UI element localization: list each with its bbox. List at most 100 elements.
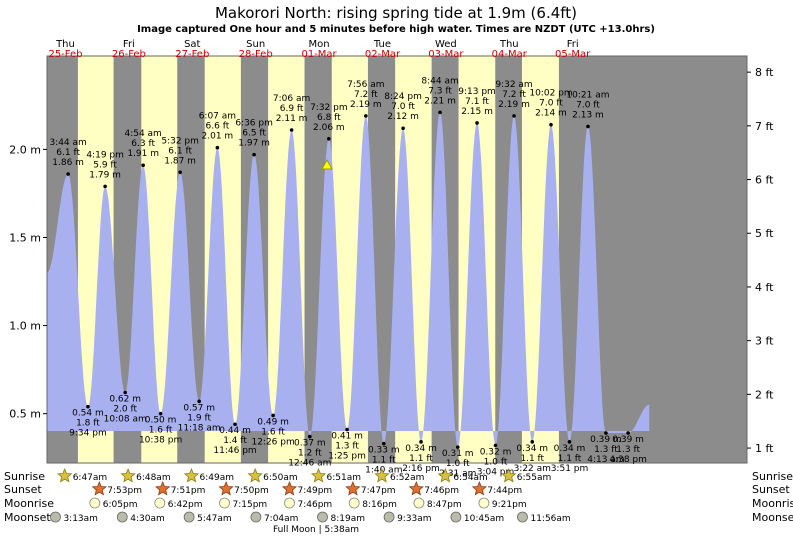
day-headers: Thu25-FebFri26-FebSat27-FebSun28-FebMon0…: [48, 39, 591, 60]
chart-title: Makorori North: rising spring tide at 1.…: [215, 4, 577, 22]
tide-labels: 3:44 am6.1 ft1.86 m0.54 m1.8 ft9:34 pm4:…: [49, 76, 646, 479]
tide-label-28-2: 3:51 pm: [551, 464, 589, 474]
tide-point-19: [401, 126, 405, 131]
moonrise-time-1: 6:05pm: [103, 500, 138, 510]
sunrise-icon-1: [56, 467, 73, 483]
sunrise-icon-2: [120, 467, 136, 483]
tide-label-17-2: 2.19 m: [350, 100, 382, 110]
tide-point-26: [530, 440, 535, 444]
tide-label-18-0: 0.33 m: [368, 446, 400, 456]
tide-label-23-2: 2.15 m: [461, 107, 493, 117]
tide-label-24-0: 0.32 m: [480, 447, 512, 457]
moonrise-icon-7: [478, 497, 490, 509]
sunset-time-4: 7:49pm: [297, 486, 332, 496]
moonset-icon-2: [116, 511, 128, 523]
tide-label-15-0: 7:32 pm: [310, 103, 348, 113]
tide-point-10: [233, 422, 237, 427]
day-date-9: 05-Mar: [555, 49, 591, 60]
moonrise-time-7: 9:21pm: [492, 500, 527, 510]
tide-label-6-0: 0.50 m: [145, 416, 177, 426]
tide-label-23-0: 9:13 pm: [458, 87, 496, 97]
tide-label-26-2: 3:22 am: [514, 464, 551, 474]
sunset-icon-5: [345, 480, 361, 496]
y-right-label-6: 6 ft: [755, 174, 774, 187]
tide-label-5-1: 6.3 ft: [131, 139, 155, 149]
tide-point-27: [549, 122, 553, 127]
tide-label-19-2: 2.12 m: [387, 112, 419, 122]
tide-label-6-2: 10:38 pm: [139, 436, 182, 446]
chart-frame: [46, 55, 748, 464]
tide-label-2-1: 1.8 ft: [76, 419, 100, 429]
tide-label-15-2: 2.06 m: [313, 123, 345, 133]
moonrise-icon-4: [284, 497, 295, 509]
tide-label-26-0: 0.34 m: [516, 444, 548, 454]
tide-point-14: [308, 434, 312, 439]
moonset-time-8: 11:56am: [530, 514, 570, 524]
y-left-label-3: 1.5 m: [9, 231, 41, 244]
day-date-6: 02-Mar: [365, 49, 401, 60]
tide-label-4-0: 0.62 m: [109, 395, 141, 405]
tide-label-27-2: 2.14 m: [535, 109, 567, 119]
tide-point-17: [364, 114, 368, 118]
tide-label-25-1: 7.2 ft: [502, 90, 526, 100]
tide-label-16-0: 0.41 m: [331, 432, 363, 442]
moonset-icon-6: [383, 511, 395, 523]
tide-label-21-0: 8:44 am: [421, 76, 458, 86]
tide-label-31-1: 1.3 ft: [616, 445, 640, 455]
day-name-5: Mon: [309, 39, 330, 50]
sunset-icon-3: [218, 480, 234, 496]
tide-label-20-1: 1.1 ft: [409, 454, 433, 464]
tide-label-2-2: 9:34 pm: [69, 429, 107, 439]
moonrise-time-4: 7:46pm: [297, 500, 332, 510]
tide-label-18-2: 1:40 am: [365, 466, 402, 476]
y-right-label-2: 2 ft: [755, 388, 774, 401]
moonrise-time-3: 7:15pm: [233, 500, 268, 510]
tide-point-23: [475, 121, 479, 125]
tide-label-17-1: 7.2 ft: [354, 90, 378, 100]
sunset-icon-7: [471, 480, 488, 496]
tide-point-28: [567, 440, 572, 444]
moonset-icon-8: [517, 511, 528, 523]
tide-label-4-2: 10:08 am: [104, 415, 147, 425]
tide-label-20-2: 2:16 pm: [402, 464, 440, 474]
tide-label-28-0: 0.34 m: [554, 444, 586, 454]
tide-label-1-0: 3:44 am: [49, 138, 86, 148]
sunset-time-6: 7:46pm: [424, 486, 459, 496]
tide-area: [47, 112, 650, 448]
tide-label-29-1: 7.0 ft: [576, 100, 600, 110]
tide-point-12: [271, 413, 275, 418]
axes: 0.5 m 1.0 m 1.5 m 2.0 m 1 ft 2 ft 3 ft 4 ft 5 ft…: [9, 66, 774, 455]
tide-label-31-2: 4:38 pm: [609, 455, 647, 465]
moonrise-time-5: 8:16pm: [362, 500, 397, 510]
tide-label-20-0: 0.34 m: [405, 444, 437, 454]
sunrise-time-4: 6:50am: [263, 473, 298, 483]
tide-label-11-1: 6.5 ft: [242, 129, 266, 139]
tide-label-30-0: 0.39 m: [590, 435, 622, 445]
sunset-time-1: 7:53pm: [107, 486, 142, 496]
sunrise-time-5: 6:51am: [327, 473, 362, 483]
day-name-3: Sat: [184, 39, 200, 50]
moonset-time-2: 4:30am: [130, 514, 165, 524]
tide-label-5-2: 1.91 m: [127, 149, 159, 159]
tide-curve: [47, 112, 650, 448]
y-right-label-1: 1 ft: [755, 442, 774, 455]
tide-label-27-0: 10:02 pm: [529, 89, 572, 99]
moonset-icon-3: [183, 511, 195, 523]
tide-label-6-1: 1.6 ft: [149, 426, 173, 436]
tide-point-20: [419, 440, 423, 444]
tide-label-23-1: 7.1 ft: [465, 97, 489, 107]
y-right-label-7: 7 ft: [755, 120, 774, 133]
tide-label-25-2: 2.19 m: [498, 100, 530, 110]
sunrise-label-left: Sunrise: [4, 470, 45, 483]
moonset-icon-4: [250, 511, 262, 523]
tide-label-10-0: 0.44 m: [219, 426, 251, 436]
moonrise-time-2: 6:42pm: [168, 500, 203, 510]
tide-label-30-1: 1.3 ft: [594, 445, 618, 455]
moonrise-icon-1: [89, 497, 101, 509]
tide-label-12-0: 0.49 m: [257, 417, 289, 427]
moonrise-icon-2: [154, 497, 166, 509]
tide-label-1-2: 1.86 m: [52, 158, 84, 168]
tide-label-21-2: 2.21 m: [424, 96, 456, 106]
tide-label-13-0: 7:06 am: [273, 94, 310, 104]
